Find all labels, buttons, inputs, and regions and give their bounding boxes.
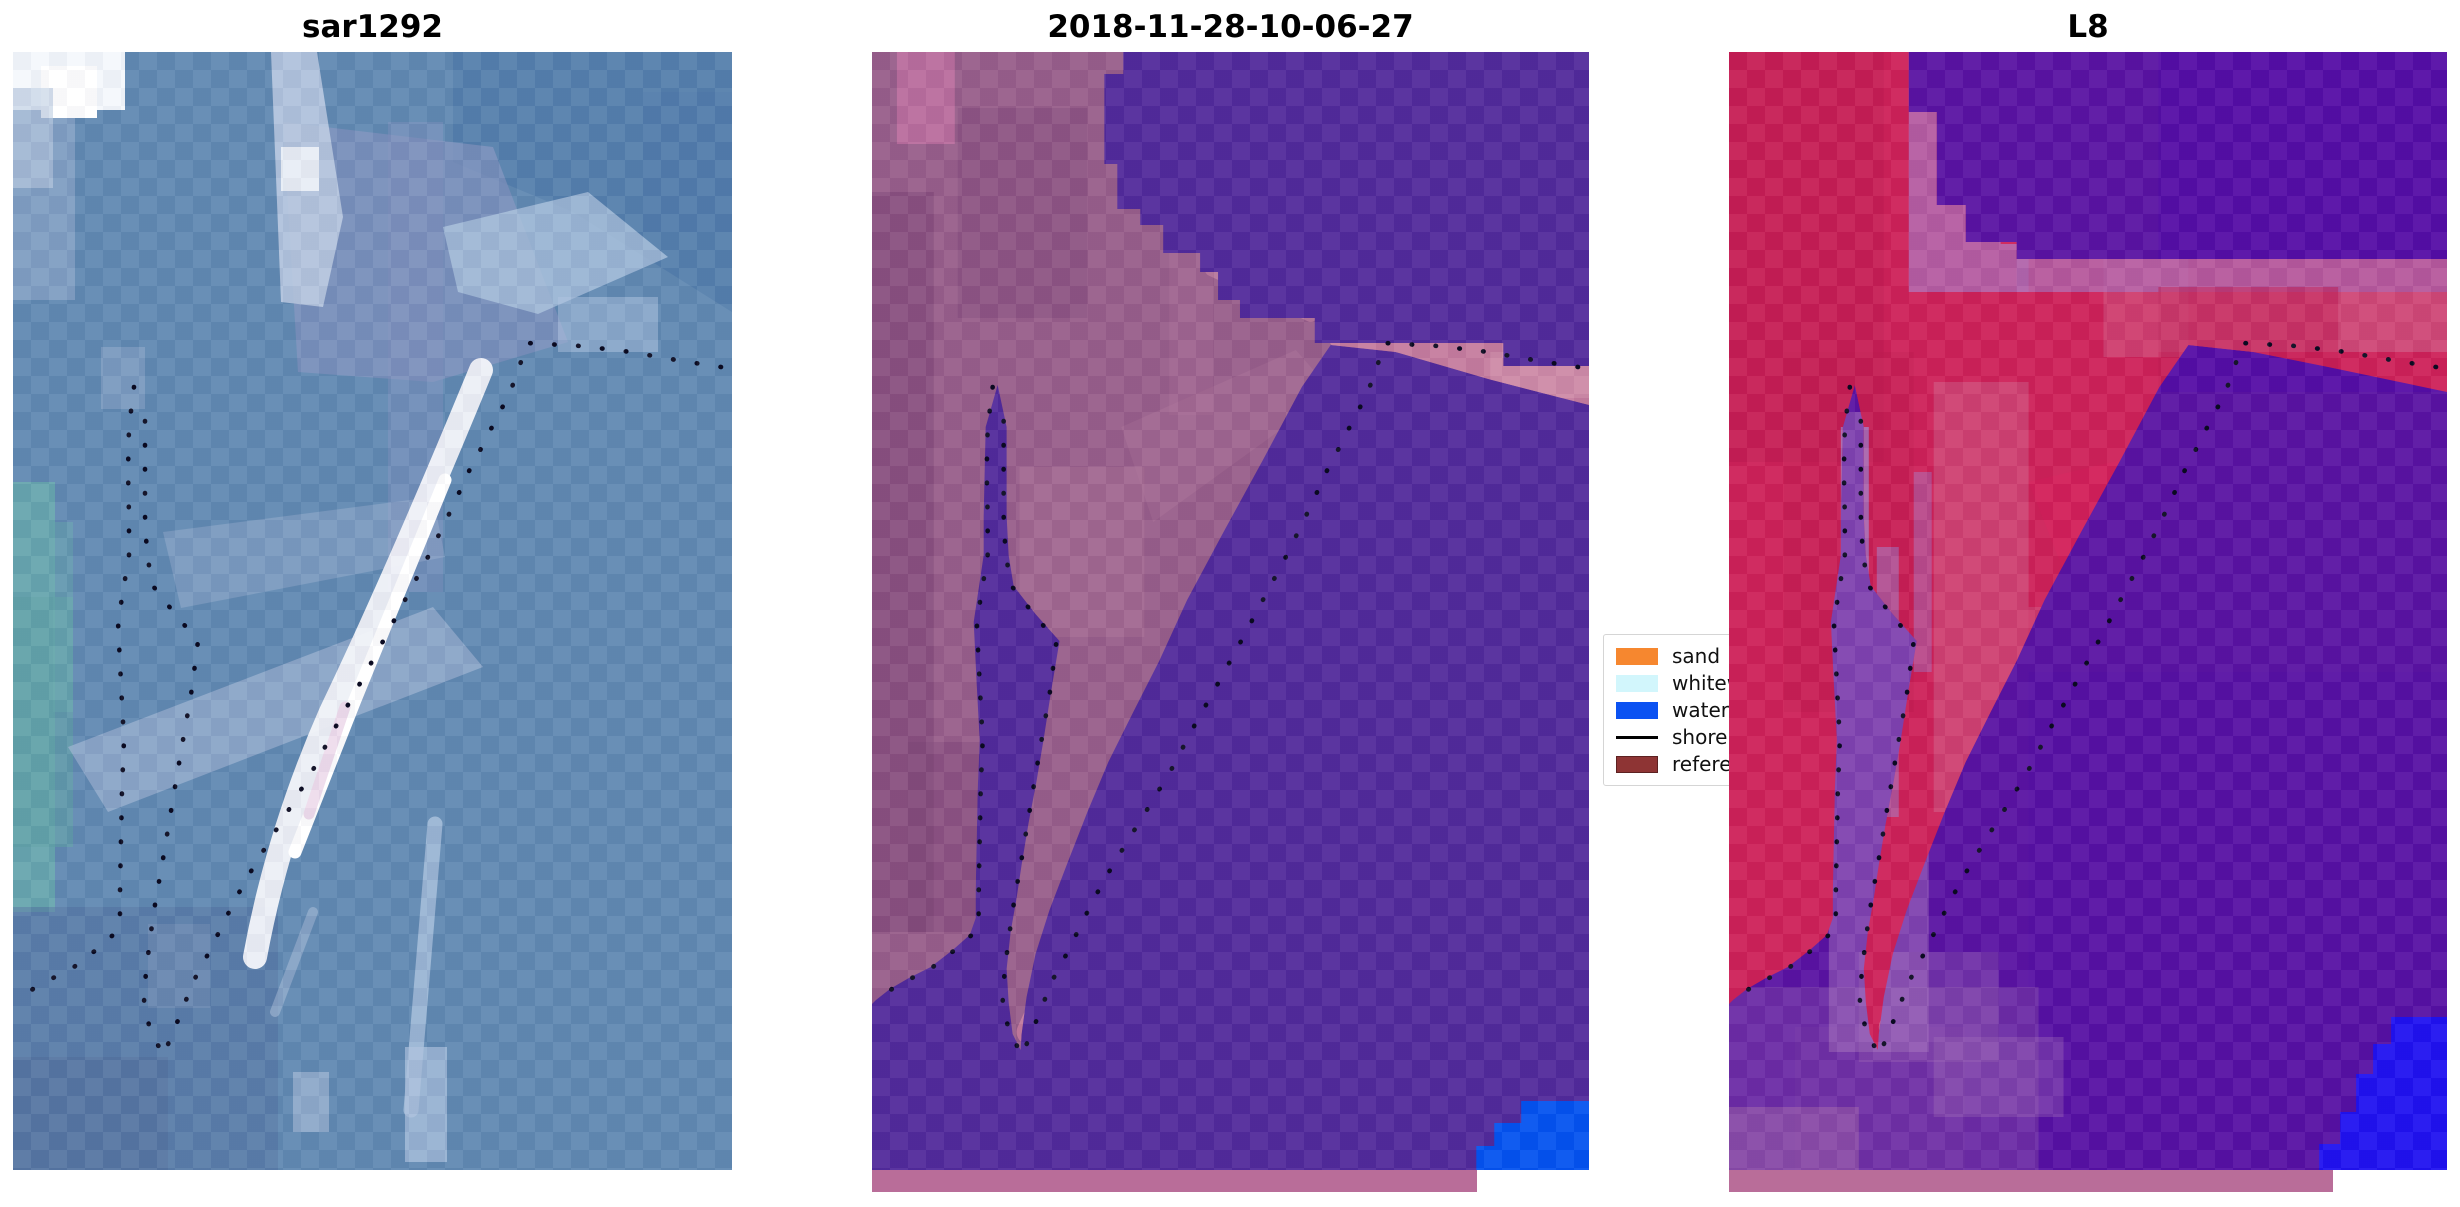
panel-title-sar: sar1292 [302,9,443,45]
shoreline-swatch [1616,735,1658,739]
classified-image [872,52,1589,1170]
legend-label: sand [1672,644,1721,668]
water-swatch [1616,701,1658,719]
panel-l8 [1729,52,2447,1170]
panel-2018-11-28 [872,52,1589,1170]
reference-swatch [1616,755,1658,773]
sar-image [13,52,732,1170]
panel-sar1292 [13,52,732,1170]
panel-title-date: 2018-11-28-10-06-27 [1047,9,1414,45]
legend-row-water: water [1616,697,1802,723]
legend-label: water [1672,698,1729,722]
reference-strip-panel2 [872,1170,1477,1192]
reference-strip-panel3 [1729,1170,2333,1192]
sand-swatch [1616,647,1658,665]
l8-image [1729,52,2447,1170]
whitewater-swatch [1616,674,1658,692]
legend-row-sand: sand [1616,643,1802,669]
panel-title-l8: L8 [2067,9,2109,45]
